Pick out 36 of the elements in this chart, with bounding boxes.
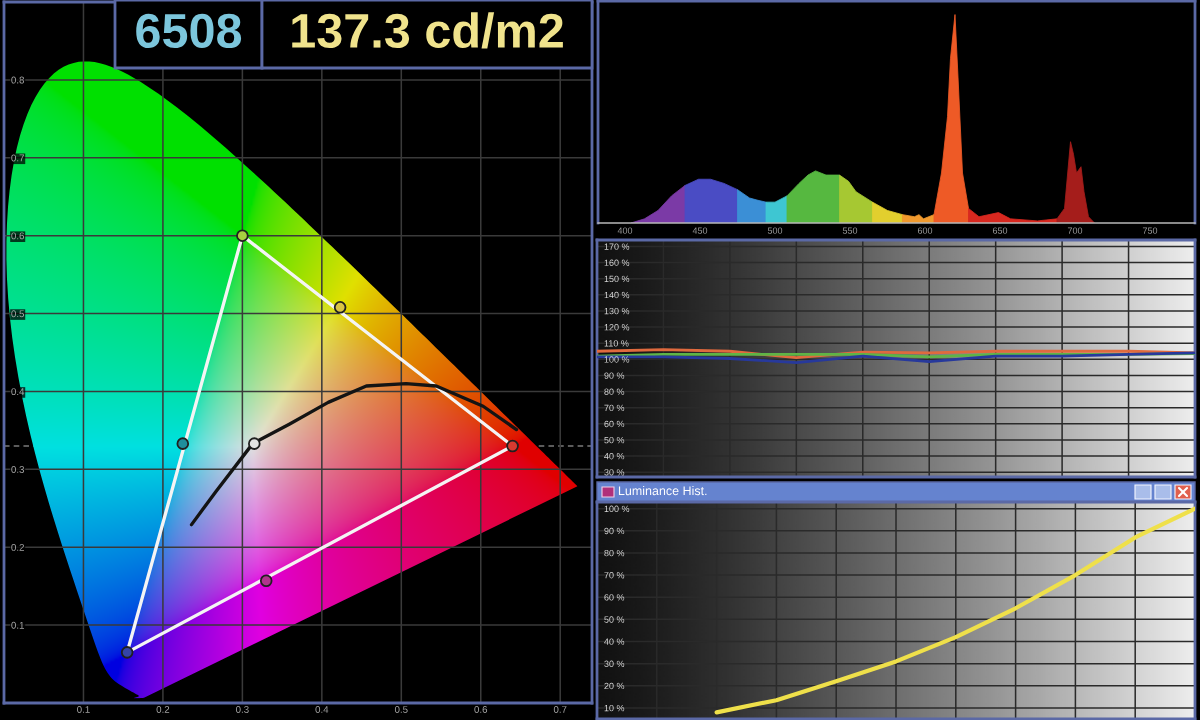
y-tick-label: 50 % [604, 616, 625, 623]
x-tick-label: 650 [992, 227, 1008, 234]
x-tick-label: 0.3 [236, 706, 249, 713]
x-tick-label: 0.4 [315, 706, 329, 713]
y-tick-label: 0.8 [11, 76, 25, 84]
x-tick-label: 600 [917, 227, 933, 234]
y-tick-label: 100 % [604, 505, 630, 512]
annotation: 137.3 cd/m2 [292, 12, 563, 49]
y-tick-label: 0.6 [11, 232, 25, 240]
y-tick-label: 0.4 [11, 388, 25, 396]
x-tick-label: 0.2 [156, 706, 170, 713]
x-tick-label: 500 [767, 227, 783, 234]
y-tick-label: 40 % [604, 638, 625, 645]
y-tick-label: 0.2 [11, 543, 24, 551]
y-tick-label: 20 % [604, 682, 625, 690]
x-tick-label: 550 [842, 227, 858, 234]
x-tick-label: 0.1 [77, 706, 90, 713]
y-tick-label: 0.5 [11, 310, 25, 318]
x-tick-label: 0.7 [553, 706, 567, 713]
y-tick-label: 0.7 [11, 154, 24, 162]
x-tick-label: 400 [617, 227, 633, 234]
annotation: 6508 [136, 13, 242, 49]
x-tick-label: 450 [692, 227, 708, 234]
y-tick-label: 60 % [604, 594, 625, 601]
x-tick-label: 750 [1142, 227, 1158, 234]
x-tick-label: 700 [1067, 227, 1083, 234]
y-tick-label: 0.3 [11, 466, 25, 473]
y-tick-label: 90 % [604, 527, 625, 535]
chart-title: Luminance Hist. [618, 486, 707, 496]
y-tick-label: 70 % [604, 572, 625, 579]
y-tick-label: 80 % [604, 549, 625, 557]
y-tick-label: 0.1 [11, 621, 24, 629]
y-tick-label: 30 % [604, 660, 625, 667]
x-tick-label: 0.5 [394, 706, 408, 713]
y-tick-label: 10 % [604, 704, 625, 712]
x-tick-label: 0.6 [474, 706, 488, 713]
